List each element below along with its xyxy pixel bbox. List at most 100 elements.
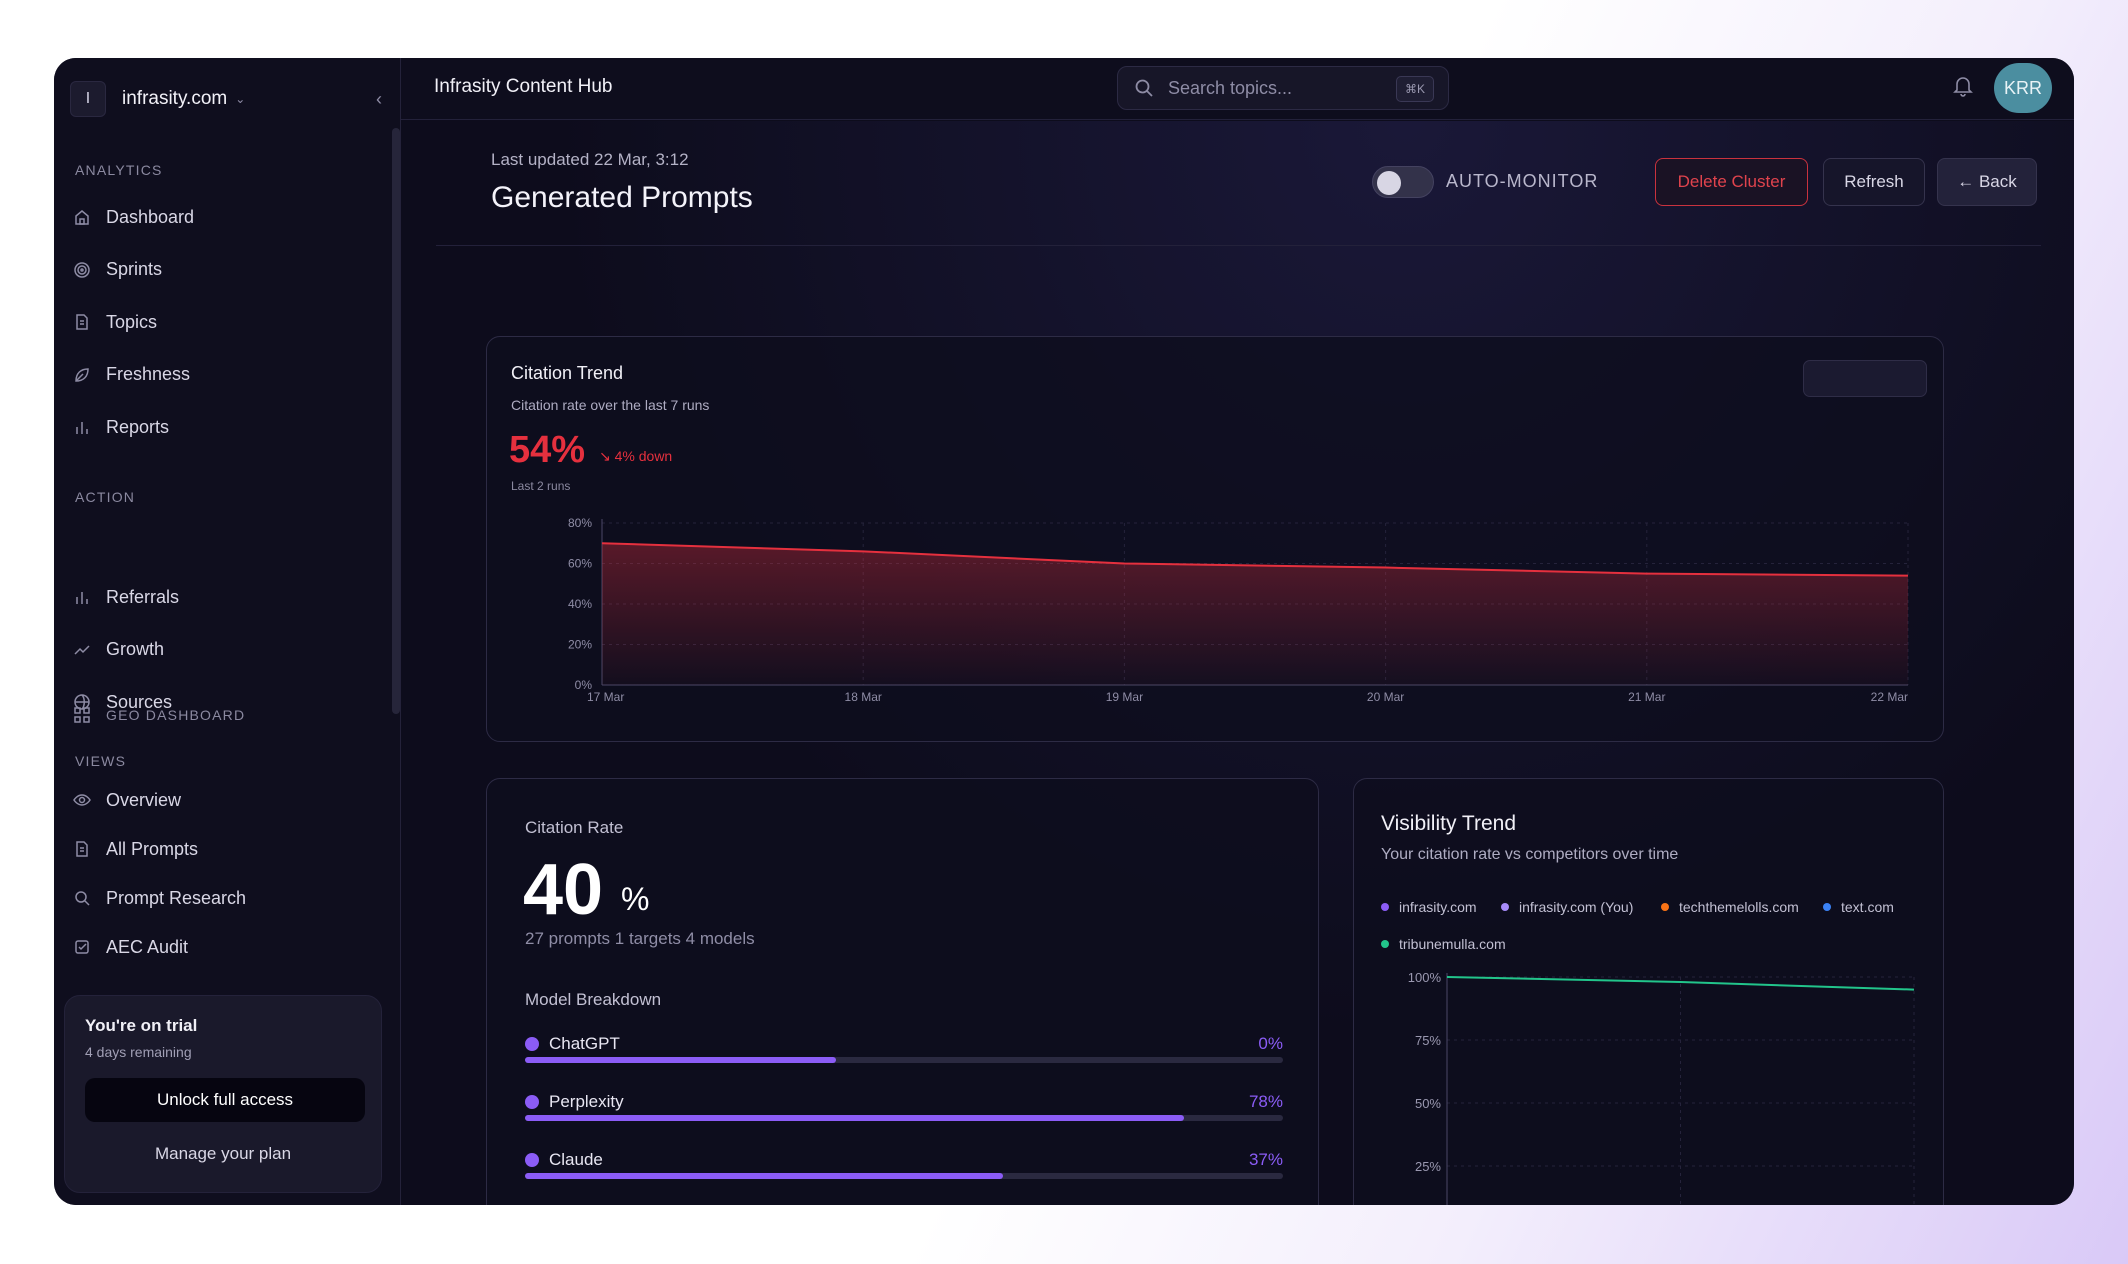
model-dot: [525, 1153, 539, 1167]
model-name: Perplexity: [549, 1092, 624, 1111]
auto-monitor-toggle[interactable]: [1372, 166, 1434, 198]
legend-label: infrasity.com: [1399, 899, 1477, 915]
sidebar-item-overview[interactable]: Overview: [72, 783, 181, 817]
sidebar-item-reports[interactable]: Reports: [72, 410, 169, 444]
citation-trend-runs: Last 2 runs: [511, 479, 571, 493]
nav-label: Dashboard: [106, 206, 195, 227]
model-bar-fill: [525, 1115, 1185, 1121]
page-title: Generated Prompts: [491, 181, 753, 214]
visibility-trend-card: Visibility Trend Your citation rate vs c…: [1353, 778, 1944, 1205]
legend-item[interactable]: techthemelolls.com: [1661, 899, 1799, 915]
geo-dashboard-link[interactable]: GEO DASHBOARD: [72, 698, 245, 732]
sidebar-item-freshness[interactable]: Freshness: [72, 358, 190, 392]
unlock-button[interactable]: Unlock full access: [85, 1078, 365, 1122]
sidebar-item-all-prompts[interactable]: All Prompts: [72, 832, 198, 866]
x-tick-label: 20 Mar: [1367, 690, 1404, 704]
model-value: 37%: [1248, 1150, 1283, 1169]
trial-title: You're on trial: [85, 1016, 198, 1035]
sidebar-item-growth[interactable]: Growth: [72, 633, 164, 667]
period-dropdown[interactable]: [1803, 360, 1927, 397]
sidebar-item-sources[interactable]: Sources: [72, 685, 172, 719]
section-action: ACTION: [75, 489, 136, 505]
trial-card: You're on trial 4 days remaining Unlock …: [64, 995, 382, 1193]
topbar: Infrasity Content Hub Search topics... ⌘…: [401, 58, 2074, 120]
search-icon: [1135, 79, 1153, 97]
eye-icon: [72, 790, 92, 810]
refresh-button[interactable]: Refresh: [1823, 158, 1925, 206]
model-bar-fill: [525, 1057, 836, 1063]
collapse-sidebar-icon[interactable]: ‹: [376, 88, 382, 109]
app-window: I infrasity.com ⌄ ‹ ANALYTICS Dashboard S…: [54, 58, 2074, 1205]
model-dot: [525, 1095, 539, 1109]
document-icon: [72, 312, 92, 332]
legend-item[interactable]: tribunemulla.com: [1381, 936, 1506, 952]
sidebar-item-topics[interactable]: Topics: [72, 305, 157, 339]
sidebar: I infrasity.com ⌄ ‹ ANALYTICS Dashboard S…: [54, 58, 401, 1205]
back-button[interactable]: ← Back: [1937, 158, 2037, 206]
nav-label: All Prompts: [106, 838, 199, 859]
trend-line: [601, 542, 1909, 577]
legend-item[interactable]: infrasity.com (You): [1501, 899, 1633, 915]
sidebar-item-prompt-research[interactable]: Prompt Research: [72, 881, 246, 915]
sidebar-item-referrals[interactable]: Referrals: [72, 580, 179, 614]
leaf-icon: [72, 365, 92, 385]
citation-rate-unit: %: [621, 881, 650, 917]
nav-label: Prompt Research: [106, 887, 247, 908]
y-tick-label: 50%: [1415, 1096, 1441, 1111]
x-tick-label: 19 Mar: [1106, 690, 1143, 704]
y-tick-label: 0%: [575, 678, 593, 692]
citation-trend-value: 54%: [509, 429, 586, 471]
org-name: infrasity.com: [122, 88, 228, 109]
trend-icon: [72, 640, 92, 660]
geo-dashboard-label: GEO DASHBOARD: [106, 707, 246, 723]
sidebar-item-dashboard[interactable]: Dashboard: [72, 200, 194, 234]
nav-label: Freshness: [106, 364, 191, 384]
notification-bell-icon[interactable]: [1951, 74, 1977, 100]
y-tick-label: 100%: [1408, 970, 1442, 985]
legend-dot: [1381, 940, 1389, 948]
grid-icon: [72, 705, 92, 725]
delete-cluster-button[interactable]: Delete Cluster: [1655, 158, 1808, 206]
globe-icon: [72, 692, 92, 712]
model-name: Claude: [549, 1150, 603, 1169]
y-tick-label: 20%: [568, 638, 592, 652]
avatar[interactable]: KRR: [1994, 63, 2052, 113]
sidebar-item-sprints[interactable]: Sprints: [72, 253, 162, 287]
citation-trend-chart: 0% 20% 40% 60% 80% 17 Mar 18 Mar 19 Mar 20 Mar 21…: [568, 516, 1909, 704]
main: Infrasity Content Hub Search topics... ⌘…: [401, 58, 2074, 1205]
page-header: Last updated 22 Mar, 3:12 Generated Prom…: [436, 121, 2041, 246]
org-switcher[interactable]: I infrasity.com ⌄ ‹: [70, 76, 382, 122]
document-icon: [72, 839, 92, 859]
y-tick-label: 25%: [1415, 1159, 1441, 1174]
legend-dot: [1501, 903, 1509, 911]
y-tick-label: 75%: [1415, 1033, 1441, 1048]
sidebar-item-aec-audit[interactable]: AEC Audit: [72, 930, 188, 964]
legend-label: infrasity.com (You): [1519, 899, 1634, 915]
citation-trend-delta: ↘ 4% down: [599, 448, 673, 464]
model-bar-fill: [525, 1173, 1003, 1179]
citation-rate-label: Citation Rate: [525, 818, 624, 837]
toggle-knob: [1377, 171, 1401, 195]
citation-trend-card: Citation Trend Citation rate over the la…: [486, 336, 1944, 742]
app-title: Infrasity Content Hub: [434, 76, 613, 97]
legend-item[interactable]: text.com: [1823, 899, 1894, 915]
x-tick-label: 17 Mar: [587, 690, 624, 704]
nav-label: Referrals: [106, 586, 180, 607]
model-breakdown-label: Model Breakdown: [525, 990, 662, 1009]
nav-label: Topics: [106, 311, 158, 332]
home-icon: [72, 207, 92, 227]
nav-label: Sources: [106, 691, 173, 712]
legend-label: tribunemulla.com: [1399, 936, 1506, 952]
x-tick-label: 22 Mar: [1871, 690, 1908, 704]
chevron-down-icon: ⌄: [235, 92, 246, 106]
y-tick-label: 60%: [568, 557, 592, 571]
nav-label: Sprints: [106, 259, 163, 279]
sidebar-scrollbar[interactable]: [392, 128, 400, 714]
nav-label: AEC Audit: [106, 936, 189, 957]
manage-plan-link[interactable]: Manage your plan: [154, 1144, 292, 1163]
legend-dot: [1661, 903, 1669, 911]
model-bar-track: [525, 1173, 1283, 1179]
nav-label: Reports: [106, 416, 170, 437]
legend-item[interactable]: infrasity.com: [1381, 899, 1477, 915]
search-input[interactable]: Search topics... ⌘K: [1117, 66, 1449, 110]
